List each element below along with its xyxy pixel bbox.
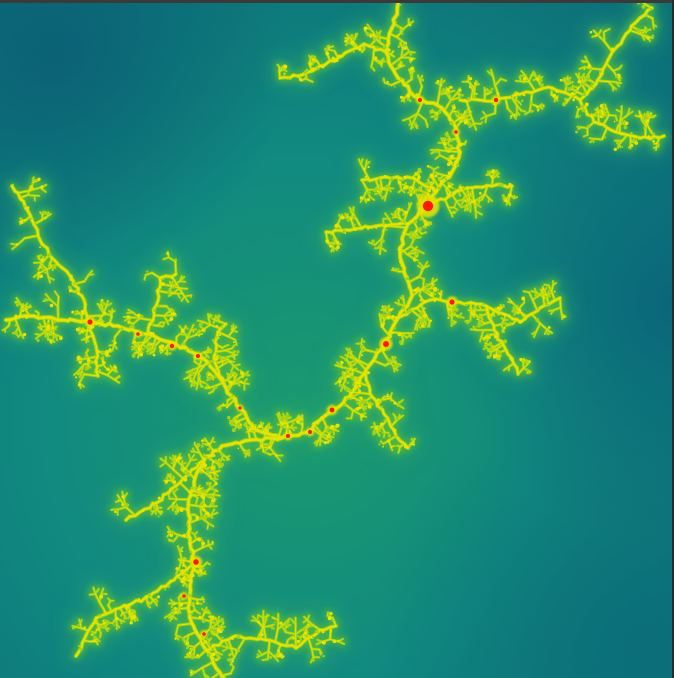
hot-spot bbox=[454, 130, 458, 134]
hot-spot bbox=[136, 332, 140, 336]
hot-spot bbox=[422, 200, 434, 212]
hot-spot bbox=[449, 299, 455, 305]
hot-spot bbox=[418, 98, 422, 102]
hot-spot bbox=[329, 407, 335, 413]
window-right-edge bbox=[672, 0, 674, 678]
hot-spot bbox=[238, 406, 242, 410]
hot-spot bbox=[202, 632, 206, 636]
hot-spot bbox=[196, 354, 200, 358]
hot-spot bbox=[87, 319, 93, 325]
hot-spot bbox=[193, 559, 199, 565]
hot-spot bbox=[383, 341, 389, 347]
hot-spot bbox=[493, 97, 499, 103]
window-top-edge bbox=[0, 0, 674, 3]
hot-spot bbox=[169, 343, 175, 349]
hot-spot bbox=[182, 594, 186, 598]
hot-spot bbox=[308, 430, 312, 434]
hot-spot bbox=[286, 434, 290, 438]
hot-spots bbox=[84, 95, 501, 638]
